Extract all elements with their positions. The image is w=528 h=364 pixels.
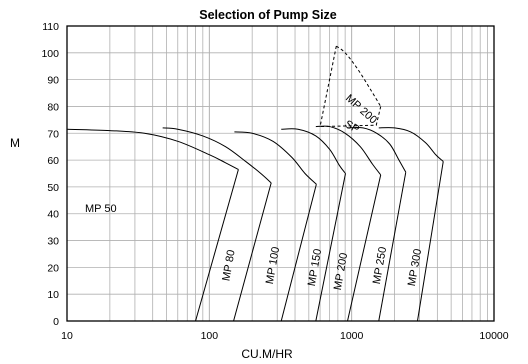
- chart-title: Selection of Pump Size: [199, 8, 337, 22]
- series-boundary-mp-150: [315, 173, 346, 322]
- series-label-mp-100: MP 100: [264, 246, 282, 285]
- series-boundary-mp-80: [233, 182, 272, 322]
- y-tick-label: 10: [47, 289, 59, 301]
- x-tick-label: 100: [201, 330, 219, 342]
- series-boundary-mp-300: [416, 161, 444, 322]
- series-curve-mp-100: [234, 131, 317, 185]
- x-tick-label: 10000: [479, 330, 508, 342]
- series-boundary-mp-50: [195, 169, 239, 322]
- y-tick-label: 30: [47, 236, 59, 248]
- series-boundary-mp-100: [280, 184, 317, 322]
- series-curve-mp-80: [162, 127, 272, 184]
- series-curve-mp-150: [281, 128, 346, 174]
- series-curve-mp-250: [347, 127, 407, 173]
- plot-frame: [66, 25, 495, 322]
- y-tick-label: 80: [47, 101, 59, 113]
- series-curve-mp-200-sp: [336, 45, 382, 107]
- series-boundary-mp-200: [347, 174, 382, 322]
- series-curve-mp-300: [378, 127, 444, 162]
- x-axis-label: CU.M/HR: [241, 347, 293, 361]
- series-boundary-mp-200-sp: [319, 46, 337, 127]
- series-edge-mp-200-sp: [320, 106, 382, 128]
- y-tick-label: 20: [47, 262, 59, 274]
- y-tick-label: 100: [41, 48, 59, 60]
- y-tick-label: 60: [47, 155, 59, 167]
- y-axis-label: M: [10, 136, 20, 150]
- y-tick-label: 110: [42, 21, 59, 33]
- series-label-mp-50: MP 50: [85, 203, 117, 215]
- y-tick-label: 50: [47, 182, 59, 194]
- series-boundary-mp-250: [378, 172, 407, 322]
- series-label-mp-80: MP 80: [220, 249, 237, 282]
- series-curve-mp-50: [66, 128, 239, 170]
- y-tick-label: 0: [53, 316, 59, 328]
- y-tick-label: 40: [47, 209, 59, 221]
- y-tick-label: 70: [47, 128, 59, 140]
- y-tick-label: 90: [47, 75, 59, 87]
- series-label-mp-200: MP 200: [332, 252, 350, 291]
- x-tick-label: 1000: [340, 330, 364, 342]
- x-tick-label: 10: [61, 330, 73, 342]
